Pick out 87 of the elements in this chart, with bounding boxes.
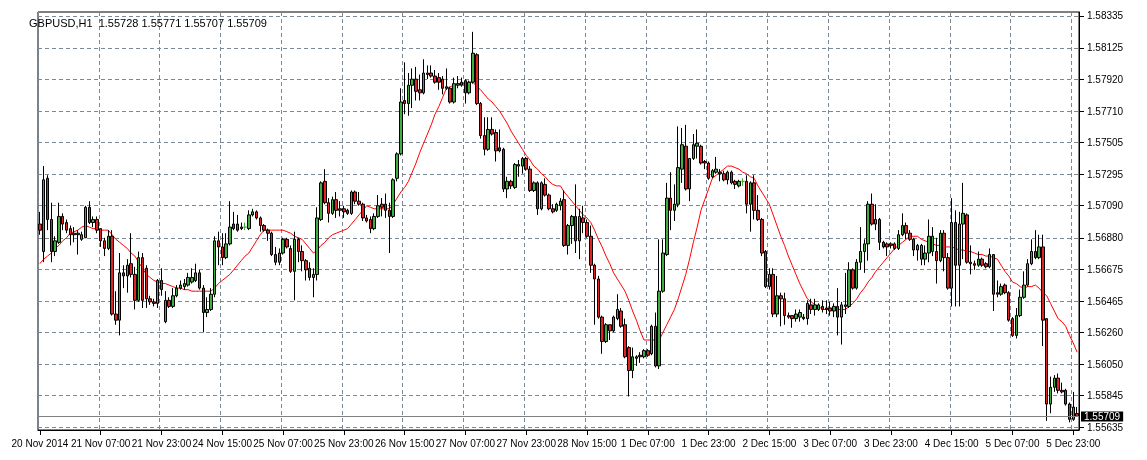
ref-line-label: 1.55709 (1084, 410, 1121, 422)
candlestick (171, 287, 175, 309)
candlestick (999, 283, 1003, 297)
y-tick-label: 1.57090 (1087, 200, 1124, 212)
x-tick-label: 24 Nov 15:00 (192, 437, 253, 449)
y-tick-label: 1.55845 (1087, 390, 1124, 402)
candlestick (927, 218, 931, 263)
candlestick (221, 232, 224, 266)
candlestick (342, 205, 346, 219)
y-tick-label: 1.56675 (1087, 263, 1124, 275)
y-tick-label: 1.56050 (1087, 358, 1124, 370)
candlestick (369, 215, 372, 234)
x-tick-label: 27 Nov 07:00 (435, 437, 496, 449)
candlestick (437, 72, 441, 91)
candlestick (247, 209, 251, 231)
candlestick (380, 197, 384, 217)
y-tick-label: 1.55635 (1087, 422, 1124, 434)
candlestick (118, 252, 121, 336)
candlestick (236, 214, 239, 233)
x-tick-label: 26 Nov 15:00 (374, 437, 435, 449)
candlestick (452, 77, 456, 105)
x-tick-label: 1 Dec 07:00 (620, 437, 676, 449)
candlestick (1056, 373, 1060, 394)
y-tick-label: 1.57710 (1087, 105, 1124, 117)
candlestick (817, 302, 820, 312)
y-tick-label: 1.56260 (1087, 326, 1124, 338)
candlestick (76, 229, 80, 256)
candlestick (540, 180, 543, 211)
candlestick (707, 161, 710, 181)
candlestick (555, 202, 558, 213)
candlestick (521, 156, 524, 175)
candlestick (828, 301, 832, 317)
candlestick (42, 165, 45, 263)
x-tick-label: 25 Nov 23:00 (314, 437, 375, 449)
x-tick-label: 5 Dec 23:00 (1046, 437, 1101, 449)
candlestick (190, 267, 194, 285)
candlestick (164, 290, 167, 324)
y-tick-label: 1.57295 (1087, 168, 1124, 180)
line-series (39, 81, 1078, 353)
candlestick (737, 179, 741, 188)
candlestick (1072, 391, 1075, 422)
x-tick-label: 25 Nov 07:00 (253, 437, 314, 449)
chart-title: GBPUSD,H1 1.55728 1.55771 1.55707 1.55709 (29, 16, 267, 29)
candlestick (141, 252, 144, 309)
y-tick-label: 1.56465 (1087, 295, 1124, 307)
y-tick-label: 1.58125 (1087, 42, 1124, 54)
candlestick (771, 267, 775, 318)
x-tick-label: 20 Nov 2014 (11, 437, 69, 449)
x-tick-label: 1 Dec 23:00 (681, 437, 736, 449)
candlestick (977, 251, 980, 268)
candlestick (813, 298, 817, 317)
candlestick (84, 205, 87, 239)
candlestick (950, 197, 953, 307)
x-tick-label: 21 Nov 23:00 (131, 437, 192, 449)
candlestick (730, 170, 733, 185)
candlestick (186, 272, 190, 288)
candlestick (825, 299, 828, 315)
candlestick (334, 191, 338, 219)
x-tick-label: 2 Dec 15:00 (742, 437, 797, 449)
candlestick (486, 116, 490, 152)
x-tick-label: 28 Nov 15:00 (557, 437, 618, 449)
x-tick-label: 5 Dec 07:00 (985, 437, 1040, 449)
candlestick (350, 189, 353, 216)
candlestick (293, 231, 296, 301)
candlestick (657, 238, 661, 370)
candlestick (513, 162, 517, 190)
candlestick (798, 308, 802, 323)
y-tick-label: 1.57920 (1087, 73, 1124, 85)
candlestick (464, 78, 467, 105)
candlestick (722, 170, 726, 182)
candlestick (642, 348, 646, 359)
candlestick (726, 170, 729, 185)
candlestick (806, 299, 809, 326)
y-tick-label: 1.57505 (1087, 136, 1124, 148)
y-tick-label: 1.56880 (1087, 232, 1124, 244)
x-tick-label: 3 Dec 07:00 (803, 437, 858, 449)
candlestick (536, 180, 539, 216)
candlestick (638, 351, 642, 364)
candlestick (821, 299, 824, 314)
x-tick-label: 21 Nov 07:00 (70, 437, 131, 449)
x-tick-label: 4 Dec 15:00 (924, 437, 980, 449)
x-tick-label: 3 Dec 23:00 (863, 437, 919, 449)
candlestick (783, 292, 786, 326)
candlestick (885, 241, 889, 257)
x-tick-label: 27 Nov 23:00 (496, 437, 557, 449)
y-tick-label: 1.58335 (1087, 10, 1124, 22)
candlestick (920, 243, 923, 266)
